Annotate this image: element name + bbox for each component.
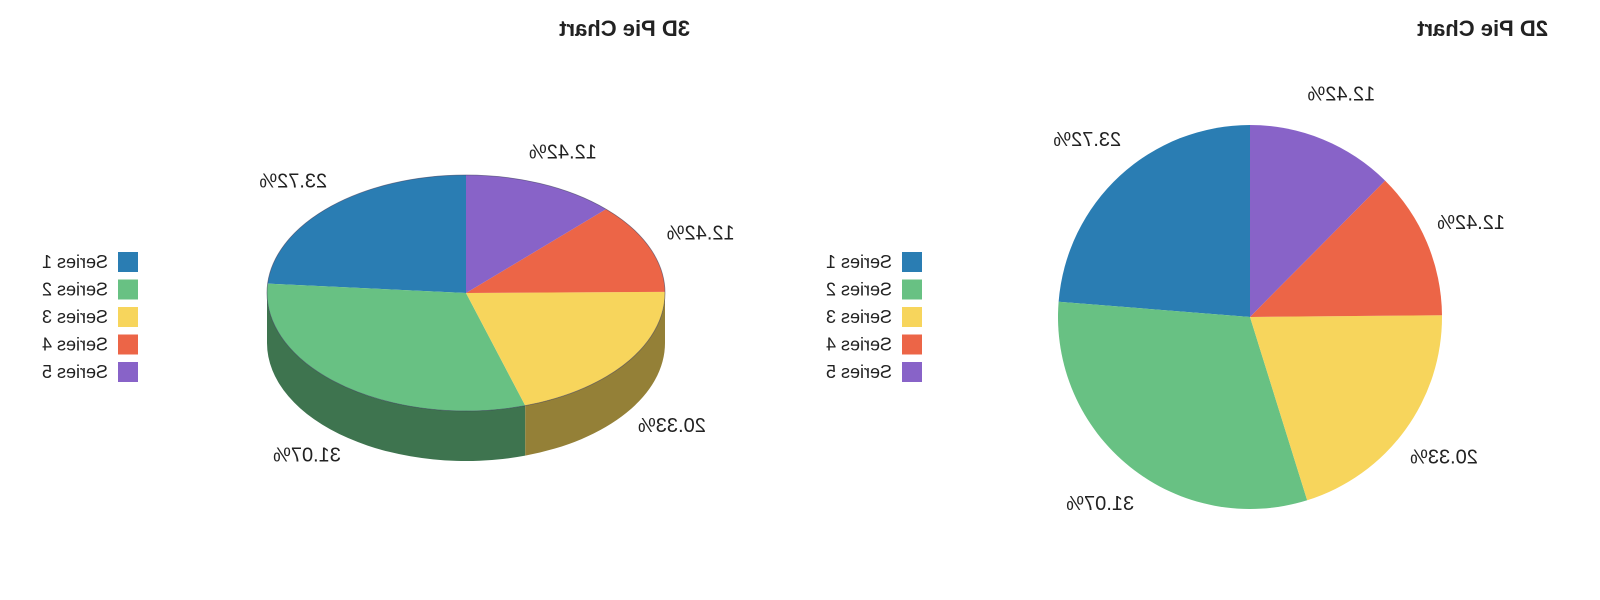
data-label: 23.72% (259, 170, 327, 192)
pie-slice-4 (466, 209, 665, 293)
legend-item[interactable]: Series 4 (42, 334, 138, 355)
legend-item[interactable]: Series 3 (826, 307, 922, 327)
legend-label: Series 1 (42, 252, 108, 272)
pie-slice-3 (1250, 315, 1442, 501)
legend-swatch (902, 307, 922, 327)
legend: Series 1 Series 2 Series 3 Series 4 Series 5 (42, 252, 138, 382)
legend-label: Series 5 (826, 362, 892, 382)
legend-item[interactable]: Series 2 (42, 279, 138, 300)
legend-swatch (118, 279, 138, 300)
legend-label: Series 1 (826, 252, 892, 272)
chart-title: 2D Pie Chart (1417, 16, 1548, 41)
pie-slice-2 (267, 283, 526, 412)
legend-label: Series 5 (42, 362, 108, 382)
pie-3d-rim (266, 174, 666, 412)
pie-3d-side-3 (525, 293, 665, 456)
data-label: 23.72% (1053, 129, 1121, 151)
pie-slice-1 (267, 175, 466, 293)
pie-slice-1 (1058, 125, 1250, 317)
legend-swatch (902, 362, 922, 382)
pie-slice-4 (1250, 180, 1442, 317)
legend-item[interactable]: Series 1 (42, 252, 138, 272)
pie-slice-3 (466, 291, 665, 406)
legend-swatch (118, 362, 138, 382)
data-label: 12.42% (1437, 212, 1505, 234)
legend-swatch (118, 307, 138, 327)
data-label: 31.07% (273, 444, 341, 466)
pie-chart-2d: 2D Pie Chart 23.72% 31.07% 20.33% 12.42% 12.4… (826, 16, 1548, 515)
legend-swatch (902, 252, 922, 272)
data-label: 31.07% (1066, 493, 1134, 515)
legend-item[interactable]: Series 5 (826, 362, 922, 382)
legend-swatch (118, 252, 138, 272)
legend-item[interactable]: Series 2 (826, 279, 922, 300)
pie-3d-sides (267, 293, 665, 462)
legend-label: Series 4 (826, 334, 892, 354)
data-label: 12.42% (529, 142, 597, 164)
data-label: 20.33% (638, 415, 706, 437)
legend-swatch (118, 334, 138, 355)
pie-2d-slices (1058, 125, 1442, 510)
legend-swatch (902, 334, 922, 355)
data-label: 12.42% (667, 222, 735, 244)
pie-slice-2 (1058, 301, 1308, 510)
pie-chart-3d: 3D Pie Chart 23.72% 31.07% 20.33% 12.42% 12.4… (42, 16, 735, 466)
legend: Series 1 Series 2 Series 3 Series 4 Series 5 (826, 252, 922, 382)
legend-label: Series 2 (42, 279, 108, 299)
legend-label: Series 3 (42, 307, 108, 327)
legend-label: Series 4 (42, 334, 108, 354)
legend-item[interactable]: Series 1 (826, 252, 922, 272)
pie-3d-side-2 (267, 293, 526, 462)
legend-label: Series 3 (826, 307, 892, 327)
legend-item[interactable]: Series 4 (826, 334, 922, 355)
legend-label: Series 2 (826, 279, 892, 299)
legend-item[interactable]: Series 5 (42, 362, 138, 382)
pie-3d-top (267, 175, 665, 412)
pie-slice-5 (466, 175, 607, 293)
data-label: 12.42% (1307, 83, 1375, 105)
legend-item[interactable]: Series 3 (42, 307, 138, 327)
legend-swatch (902, 279, 922, 300)
pie-slice-5 (1250, 125, 1386, 317)
chart-title: 3D Pie Chart (559, 16, 690, 41)
data-label: 20.33% (1410, 447, 1478, 469)
